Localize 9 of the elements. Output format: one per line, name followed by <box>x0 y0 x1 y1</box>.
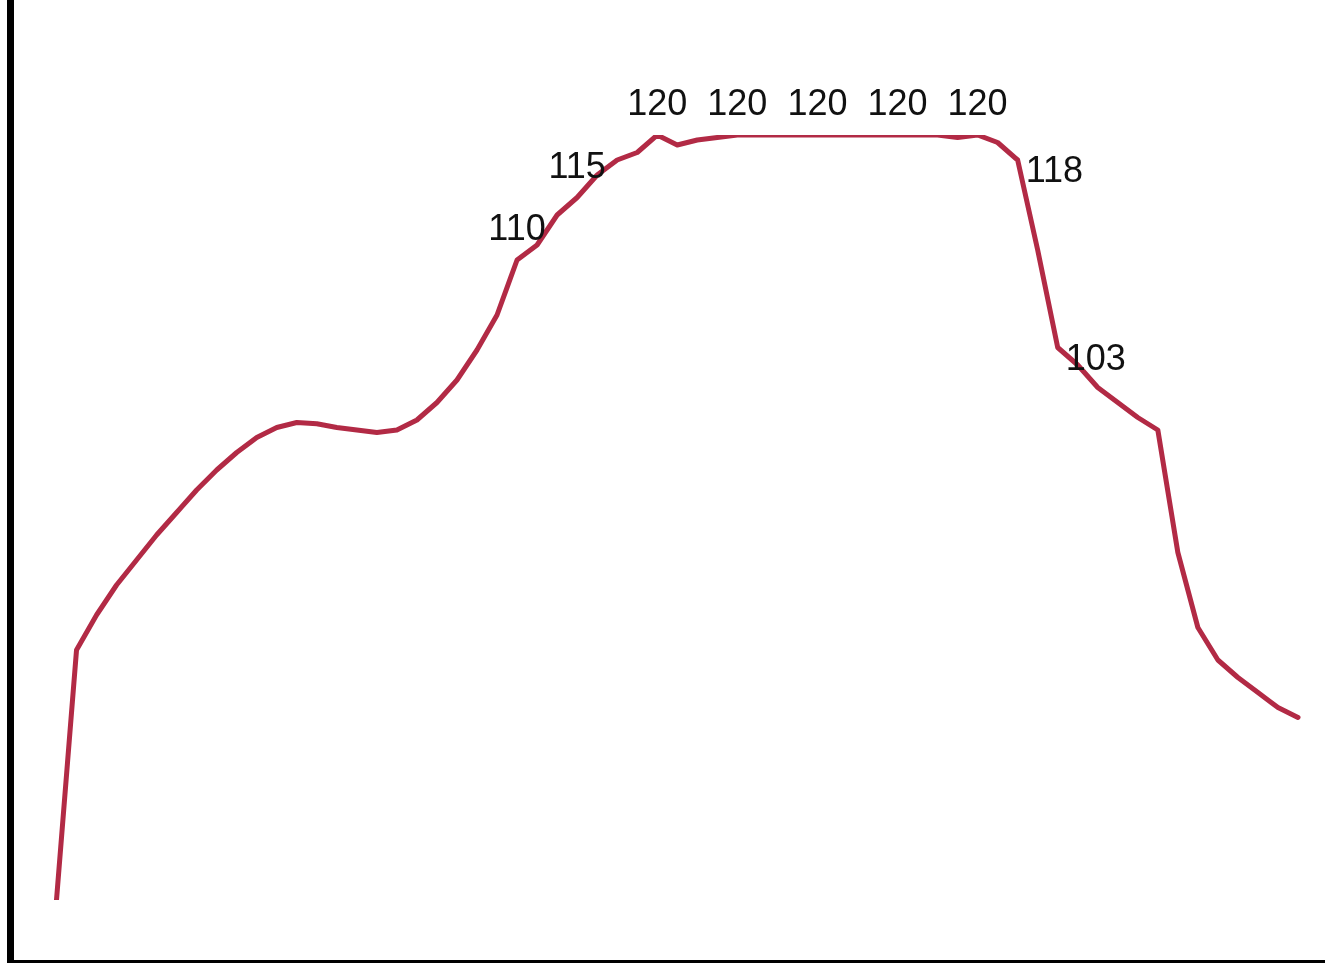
data-label: 118 <box>1025 149 1084 190</box>
data-label: 120 <box>867 82 928 123</box>
data-label: 110 <box>488 207 546 248</box>
data-label: 120 <box>787 82 848 123</box>
data-label: 120 <box>707 82 768 123</box>
data-label: 115 <box>548 144 606 186</box>
data-label: 120 <box>627 82 688 123</box>
data-label: 120 <box>947 82 1008 123</box>
data-label: 103 <box>1065 336 1126 378</box>
